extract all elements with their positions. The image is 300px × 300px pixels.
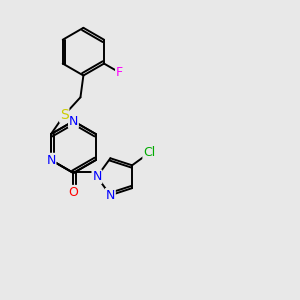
Text: O: O — [68, 186, 78, 199]
Text: N: N — [106, 189, 115, 202]
Text: F: F — [116, 66, 123, 79]
Text: S: S — [60, 108, 69, 122]
Text: N: N — [46, 154, 56, 166]
Text: Cl: Cl — [143, 146, 155, 159]
Text: N: N — [69, 115, 78, 128]
Text: N: N — [92, 170, 102, 183]
